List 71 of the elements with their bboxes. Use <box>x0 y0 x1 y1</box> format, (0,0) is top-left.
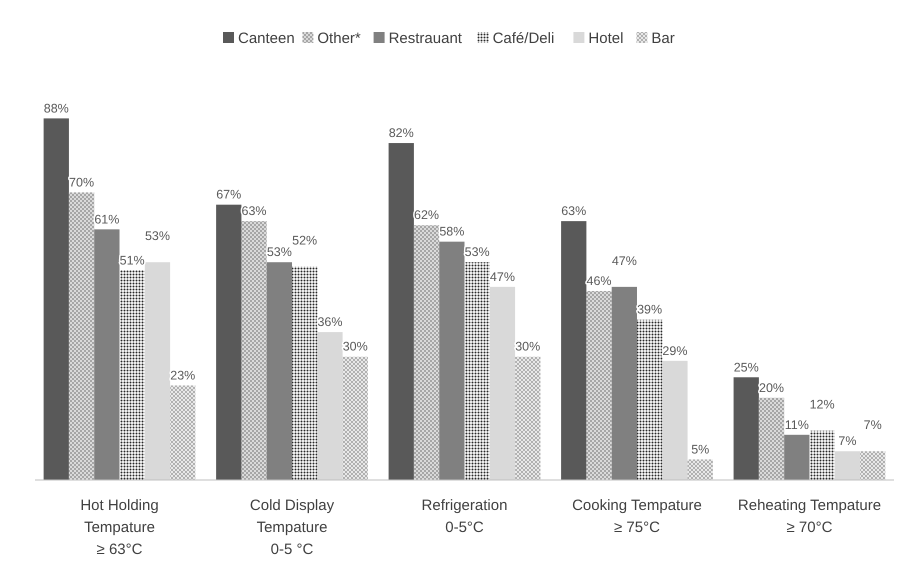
data-label: 51% <box>120 253 145 268</box>
data-label: 29% <box>662 344 688 358</box>
data-label: 61% <box>94 212 120 226</box>
data-label: 47% <box>612 254 637 268</box>
data-label: 5% <box>691 442 710 456</box>
bar <box>94 229 120 480</box>
bar <box>490 286 516 480</box>
bar <box>120 270 145 480</box>
bar <box>216 204 242 480</box>
data-label: 52% <box>292 233 318 248</box>
legend-label: Restrauant <box>388 30 463 47</box>
data-label: 11% <box>784 418 809 432</box>
bar <box>515 356 540 480</box>
legend-label: Canteen <box>238 30 295 47</box>
bar <box>292 266 318 480</box>
data-label: 7% <box>838 434 856 448</box>
legend-label: Other* <box>317 30 361 47</box>
data-label: 63% <box>561 204 586 218</box>
x-tick-label: Refrigeration 0-5°C <box>422 497 508 536</box>
bar <box>688 459 713 480</box>
bar <box>170 385 196 480</box>
data-label: 30% <box>515 340 540 354</box>
x-tick-label: Hot Holding Tempature ≥ 63°C <box>80 497 159 558</box>
data-label: 53% <box>144 229 170 244</box>
bar <box>68 192 94 480</box>
bar <box>586 290 612 480</box>
data-label: 23% <box>170 368 196 382</box>
data-label: 82% <box>388 126 414 140</box>
data-label: 46% <box>586 274 612 288</box>
data-label: 47% <box>490 270 515 284</box>
bar <box>317 332 343 480</box>
bar <box>734 377 759 480</box>
data-label: 7% <box>864 418 882 432</box>
bar <box>662 360 688 480</box>
data-label: 62% <box>414 208 440 222</box>
bar <box>266 262 292 480</box>
legend-label: Hotel <box>588 30 624 47</box>
legend-label: Café/Deli <box>492 30 554 47</box>
data-label: 20% <box>759 380 784 395</box>
data-label: 88% <box>44 101 69 116</box>
bar <box>464 262 490 480</box>
data-label: 53% <box>266 245 292 260</box>
bar <box>388 143 414 480</box>
bar <box>834 451 860 480</box>
bar <box>758 398 784 480</box>
x-tick-label: Cold Display Tempature 0-5 °C <box>250 497 335 558</box>
bar <box>241 221 267 480</box>
bar <box>860 451 886 480</box>
bar <box>414 225 440 480</box>
x-tick-label: Reheating Tempature ≥ 70°C <box>738 497 882 536</box>
bar <box>342 356 368 480</box>
legend-label: Bar <box>651 30 675 47</box>
data-label: 67% <box>216 188 242 202</box>
bar <box>809 430 835 480</box>
data-label: 63% <box>242 204 267 218</box>
bar <box>144 262 170 480</box>
bar <box>44 118 69 480</box>
data-label: 25% <box>734 360 759 374</box>
bar <box>439 242 464 480</box>
data-label: 70% <box>69 175 94 190</box>
data-label: 39% <box>637 302 662 317</box>
data-label: 12% <box>810 398 835 412</box>
x-tick-label: Cooking Tempature ≥ 75°C <box>572 497 702 536</box>
data-label: 53% <box>464 245 490 260</box>
bar <box>784 434 810 480</box>
bar <box>636 320 662 480</box>
data-label: 58% <box>439 224 464 239</box>
bar <box>561 221 586 480</box>
bar <box>612 286 637 480</box>
data-label: 36% <box>317 315 342 330</box>
data-label: 30% <box>342 340 368 354</box>
